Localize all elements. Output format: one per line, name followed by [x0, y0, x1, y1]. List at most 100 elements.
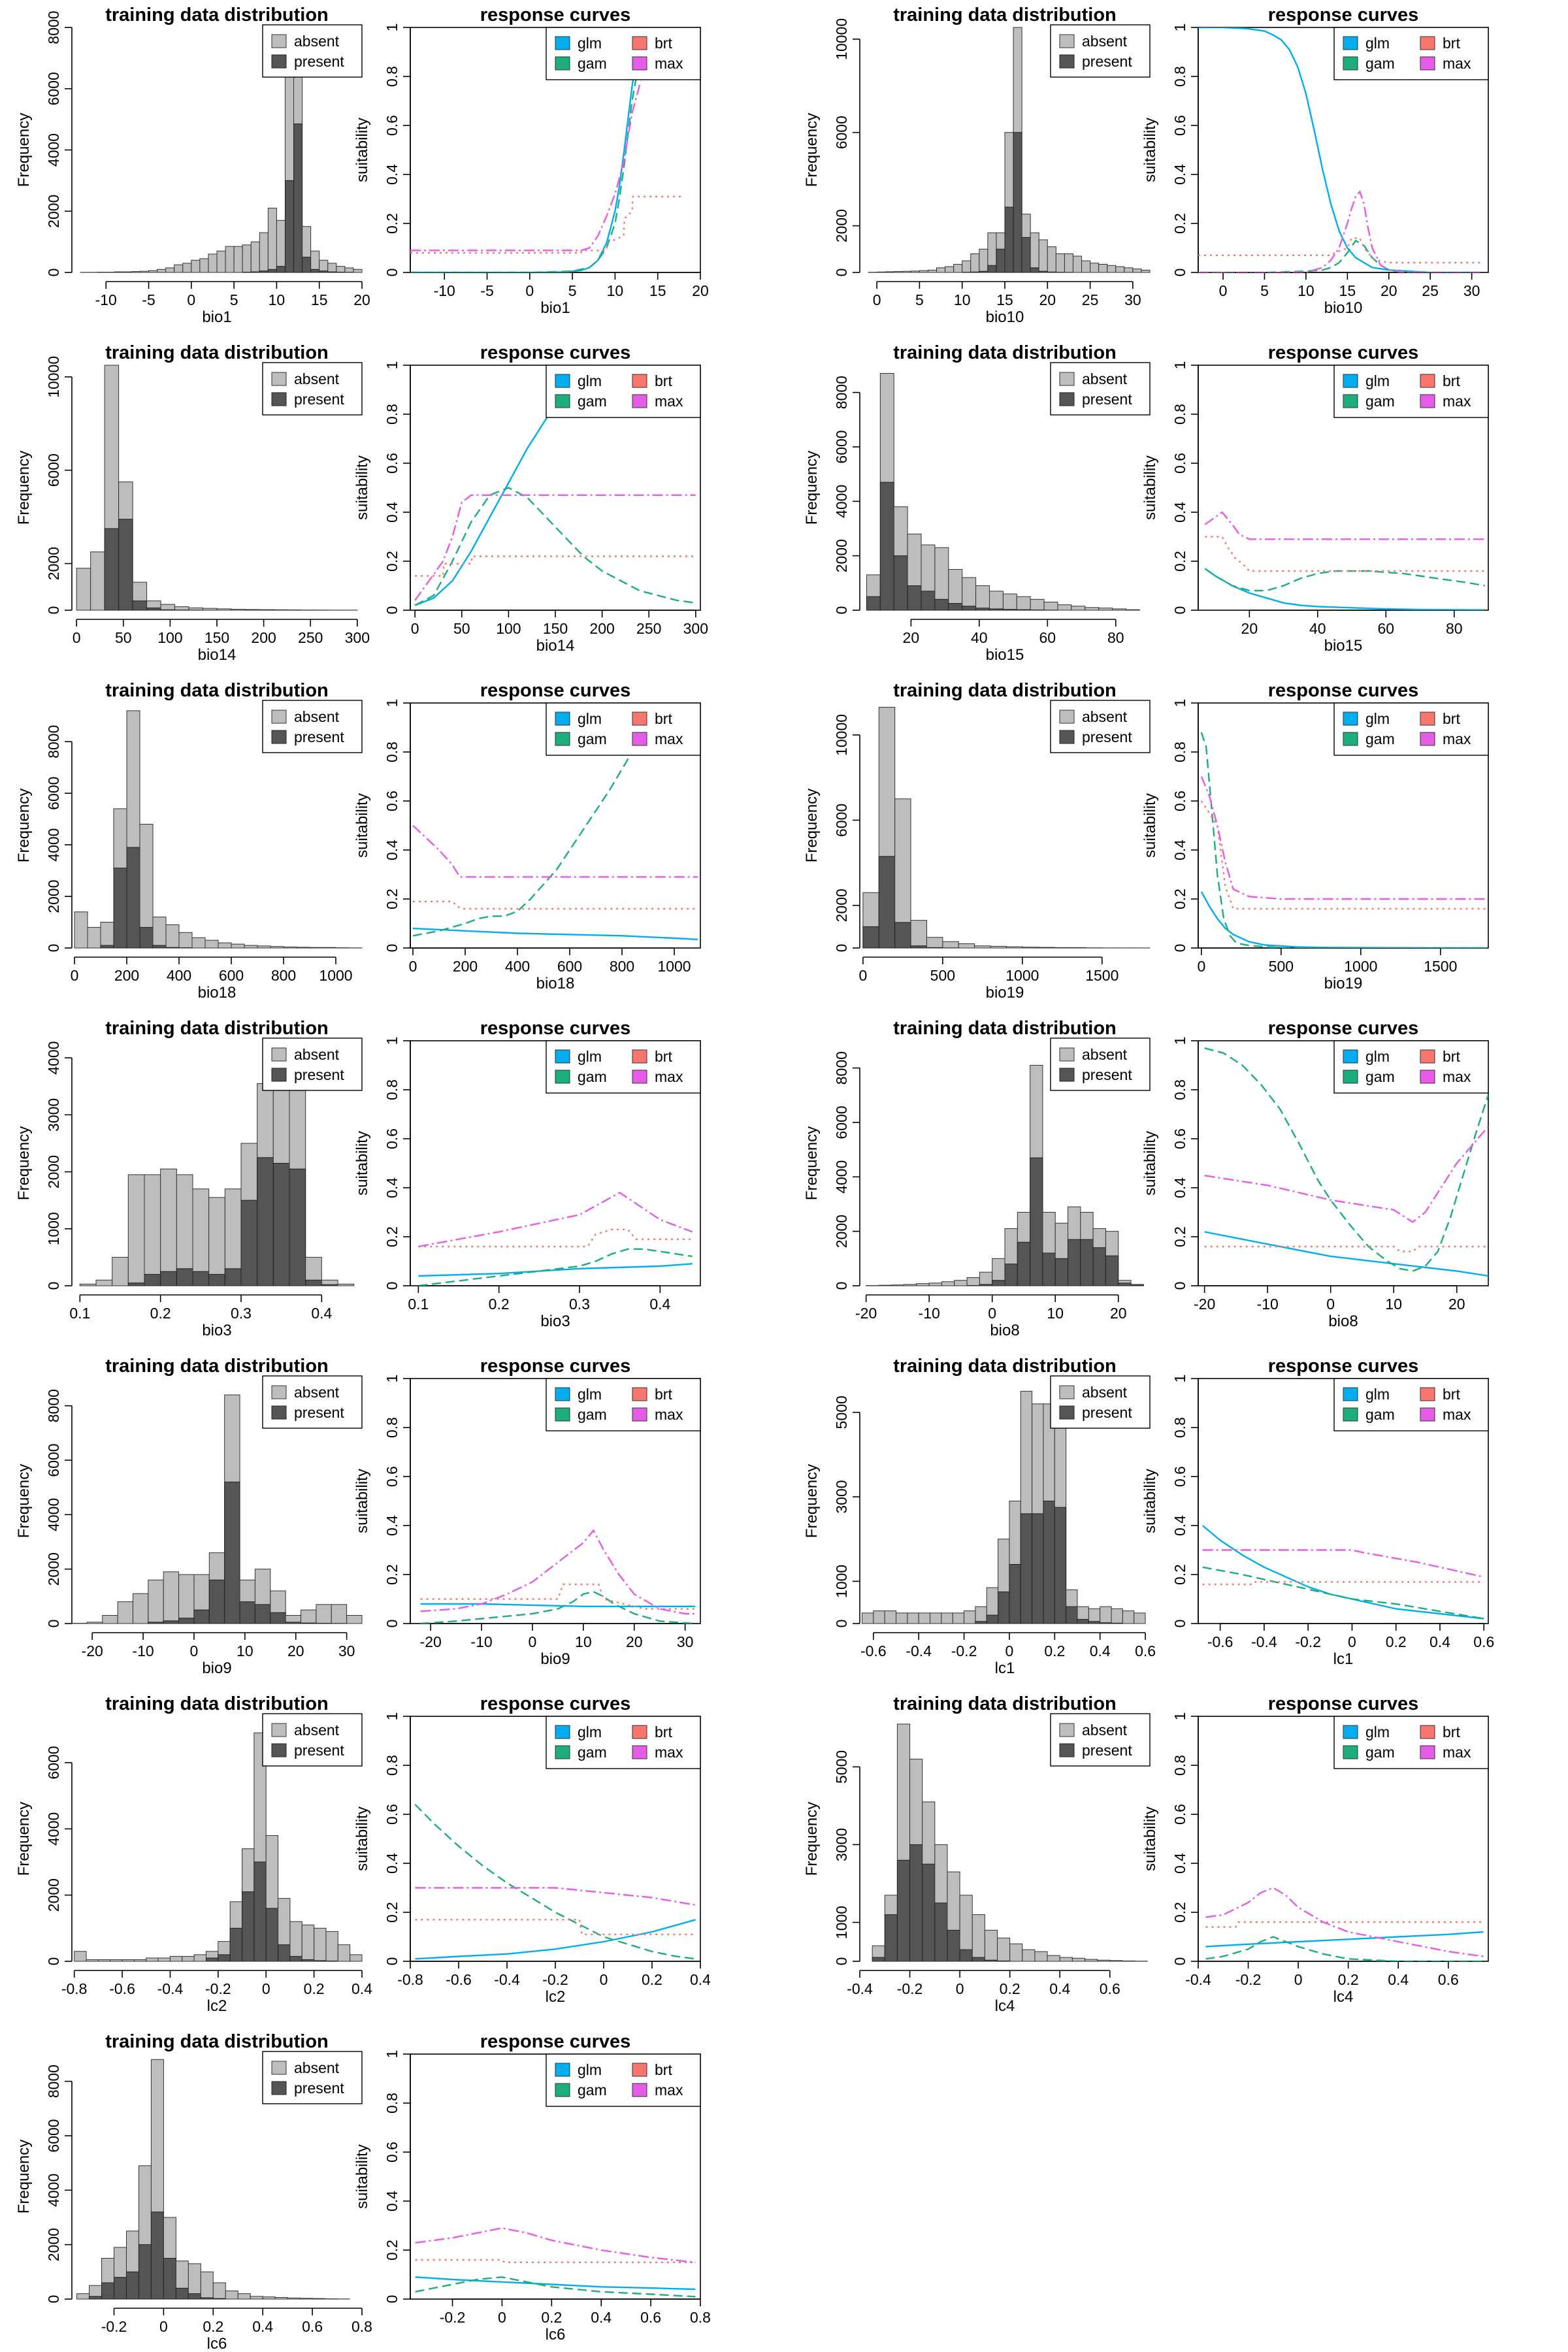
absent-bar	[975, 585, 990, 611]
curve-gam	[414, 1804, 696, 1960]
absent-bar	[1009, 1943, 1023, 1962]
legend-key-brt	[1420, 36, 1435, 50]
panel-title: response curves	[1268, 1356, 1419, 1377]
present-bar	[962, 606, 977, 611]
legend-box	[1333, 27, 1489, 80]
present-bar	[910, 945, 927, 949]
curve-brt	[1198, 237, 1480, 264]
curve-glm	[1204, 1231, 1488, 1277]
present-bar	[284, 180, 295, 273]
legend-key-present	[1059, 1743, 1075, 1757]
absent-bar	[1047, 1955, 1060, 1962]
absent-bar	[1085, 607, 1100, 611]
y-axis-label: Frequency	[15, 1126, 33, 1200]
present-bar	[165, 947, 180, 949]
x-axis-label: bio19	[986, 984, 1024, 1002]
absent-bar	[144, 1174, 161, 1286]
x-tick-label: -20	[420, 1633, 442, 1650]
x-tick-label: -10	[1257, 1296, 1279, 1313]
curve-gam	[1200, 732, 1487, 948]
absent-bar	[926, 937, 943, 949]
y-tick-label: 0	[384, 944, 400, 953]
absent-bar	[941, 1612, 953, 1624]
y-axis-label: Frequency	[803, 1802, 821, 1876]
curve-max	[412, 825, 698, 878]
legend-key-glm	[1343, 1725, 1358, 1739]
absent-bar	[975, 1606, 987, 1624]
x-tick-label: 0	[988, 1305, 996, 1322]
histogram-panel-lc4: training data distribution 0 1000 3000 5000 F…	[803, 1693, 1151, 2015]
legend-key-absent	[1059, 1047, 1075, 1062]
absent-bar	[314, 1927, 327, 1962]
y-tick-label: 0	[384, 1620, 400, 1628]
legend-box	[262, 1037, 363, 1091]
y-tick-label: 8000	[45, 2065, 62, 2098]
legend-label-present: present	[1082, 53, 1132, 70]
absent-bar	[1090, 263, 1100, 273]
absent-bar	[907, 1612, 919, 1624]
absent-bar	[100, 922, 114, 949]
y-tick-label: 0	[1171, 1957, 1188, 1966]
panel-title: training data distribution	[893, 342, 1117, 363]
absent-bar	[178, 932, 193, 949]
legend-key-gam	[555, 2083, 570, 2097]
absent-bar	[1081, 260, 1091, 273]
y-tick-label: 0.4	[384, 1515, 400, 1536]
y-tick-label: 0.4	[1171, 1853, 1188, 1874]
absent-bar	[157, 1957, 171, 1962]
x-tick-label: 100	[157, 629, 182, 646]
absent-bar	[301, 1924, 315, 1962]
x-tick-label: -10	[470, 1633, 492, 1650]
absent-bar	[102, 1615, 118, 1624]
absent-bar	[1034, 1951, 1048, 1962]
y-tick-label: 4000	[833, 1160, 850, 1194]
present-bar	[959, 1949, 973, 1962]
curve-gam	[1204, 1047, 1488, 1272]
present-bar	[301, 1622, 317, 1624]
x-tick-label: 1000	[1344, 958, 1377, 975]
y-tick-label: 0.4	[384, 1853, 400, 1874]
present-bar	[979, 1284, 993, 1286]
x-tick-label: -0.4	[847, 1980, 873, 1997]
y-tick-label: 1	[1171, 361, 1188, 370]
panel-title: training data distribution	[893, 1018, 1117, 1039]
y-axis-label: suitability	[1141, 793, 1159, 858]
resp-legend: glm brt gam max	[546, 27, 701, 80]
panel-title: response curves	[480, 680, 631, 701]
y-tick-label: 0.6	[1171, 453, 1188, 474]
legend-key-present	[271, 2081, 287, 2095]
absent-bar	[984, 1929, 998, 1962]
panel-title: response curves	[480, 1018, 631, 1039]
y-tick-label: 0	[45, 2295, 62, 2304]
legend-key-max	[632, 1745, 647, 1759]
response-panel-lc4: response curves 0 0.2 0.4 0.6 0.8 1 suitability…	[1141, 1693, 1489, 2006]
legend-label-brt: brt	[655, 710, 672, 727]
legend-key-brt	[1420, 711, 1435, 726]
y-tick-label: 8000	[833, 376, 850, 409]
present-bar	[1032, 1513, 1044, 1624]
absent-bar	[244, 945, 258, 949]
absent-bar	[182, 263, 192, 273]
legend-key-gam	[1343, 1070, 1358, 1084]
x-tick-label: 500	[1269, 958, 1294, 975]
y-tick-label: 2000	[833, 539, 850, 572]
y-axis-label: suitability	[1141, 1806, 1159, 1871]
legend-key-brt	[632, 1725, 647, 1739]
y-tick-label: 0	[45, 1957, 62, 1966]
resp-legend: glm brt gam max	[546, 1716, 701, 1769]
x-tick-label: 0	[1348, 1633, 1356, 1650]
x-tick-label: 30	[1124, 291, 1141, 308]
absent-bar	[1098, 608, 1113, 611]
present-bar	[1004, 1264, 1018, 1286]
present-bar	[862, 926, 879, 949]
curve-gam	[412, 727, 649, 937]
x-tick-label: 10	[607, 282, 624, 299]
x-tick-label: 0.2	[150, 1305, 171, 1322]
legend-label-brt: brt	[655, 2061, 672, 2078]
legend-key-glm	[555, 1387, 570, 1401]
legend-label-absent: absent	[1082, 1384, 1128, 1401]
absent-bar	[962, 577, 977, 611]
present-bar	[947, 1929, 960, 1962]
present-bar	[986, 1614, 999, 1624]
x-tick-label: 0	[409, 958, 417, 975]
